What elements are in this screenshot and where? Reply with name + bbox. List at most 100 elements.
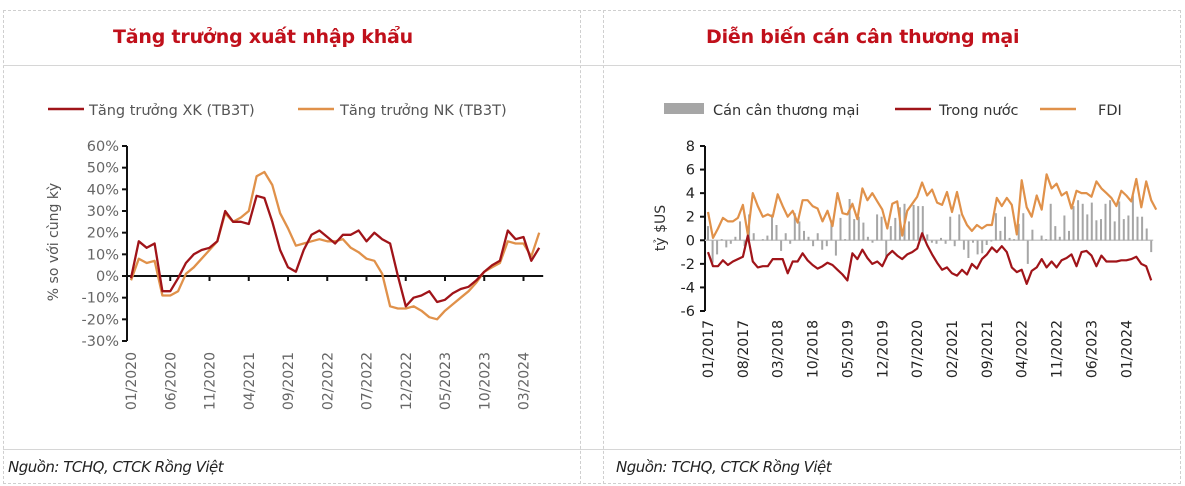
legend-balance-label: Cán cân thương mại bbox=[713, 103, 859, 119]
line-series bbox=[129, 170, 541, 321]
trade-balance-chart: Cán cân thương mại Trong nước FDI tỷ $US… bbox=[653, 103, 1158, 378]
right-y-tick-label: 0 bbox=[686, 233, 695, 249]
balance-bar bbox=[862, 222, 865, 241]
right-x-tick-label: 09/2021 bbox=[980, 320, 996, 378]
balance-bar bbox=[990, 240, 993, 242]
right-y-tick-label: -6 bbox=[681, 304, 695, 320]
balance-bar bbox=[912, 204, 915, 241]
right-x-tick-label: 01/2024 bbox=[1119, 320, 1135, 378]
balance-bar bbox=[985, 240, 988, 245]
balance-bar bbox=[876, 214, 879, 241]
right-x-tick-label: 08/2017 bbox=[736, 320, 752, 378]
balance-bar bbox=[962, 240, 965, 250]
balance-bar bbox=[839, 217, 842, 241]
balance-bar bbox=[766, 235, 769, 241]
balance-bar bbox=[789, 240, 792, 244]
right-x-tick-label: 04/2022 bbox=[1015, 320, 1031, 378]
balance-bar bbox=[981, 240, 984, 254]
balance-bar bbox=[1086, 214, 1089, 241]
balance-bar bbox=[921, 206, 924, 241]
balance-bar bbox=[1118, 201, 1121, 241]
left-x-tick-label: 11/2020 bbox=[203, 352, 219, 410]
balance-bar bbox=[967, 240, 970, 258]
right-chart-title: Diễn biến cán cân thương mại bbox=[706, 26, 1020, 48]
balance-bar bbox=[825, 240, 828, 247]
balance-bar bbox=[812, 240, 815, 247]
balance-bar bbox=[1145, 228, 1148, 241]
right-x-tick-label: 12/2019 bbox=[875, 320, 891, 378]
balance-bar bbox=[1008, 237, 1011, 241]
left-x-tick-label: 09/2021 bbox=[281, 352, 297, 410]
legend-fdi-label: FDI bbox=[1098, 103, 1122, 119]
balance-bar bbox=[775, 225, 778, 241]
right-x-tick-label: 01/2017 bbox=[701, 320, 717, 378]
balance-bar bbox=[821, 240, 824, 250]
balance-bar bbox=[1095, 220, 1098, 241]
balance-bar bbox=[1104, 203, 1107, 241]
balance-bar bbox=[1013, 239, 1016, 241]
left-x-tick-label: 06/2020 bbox=[163, 352, 179, 410]
source-row-divider bbox=[3, 449, 1181, 450]
right-y-tick-label: 6 bbox=[686, 163, 695, 179]
balance-bar bbox=[720, 239, 723, 241]
balance-bar bbox=[908, 221, 910, 241]
legend-xk-label: Tăng trưởng XK (TB3T) bbox=[88, 103, 255, 119]
balance-bar bbox=[771, 214, 773, 241]
balance-bar bbox=[958, 214, 961, 241]
balance-bar bbox=[711, 240, 714, 263]
balance-bar bbox=[940, 237, 942, 241]
balance-bar bbox=[926, 234, 929, 241]
balance-bar bbox=[752, 233, 755, 241]
balance-bar bbox=[1031, 229, 1034, 241]
right-x-tick-label: 11/2022 bbox=[1050, 320, 1066, 378]
balance-bar bbox=[743, 240, 746, 247]
right-y-tick-label: 8 bbox=[686, 139, 695, 155]
left-y-tick-label: 60% bbox=[87, 139, 119, 155]
balance-bar bbox=[976, 240, 979, 255]
balance-bar bbox=[866, 236, 869, 241]
right-plot-area bbox=[706, 173, 1158, 285]
balance-bar bbox=[807, 236, 810, 241]
balance-bar bbox=[1068, 230, 1070, 241]
legend-balance-swatch bbox=[664, 103, 704, 114]
right-legend: Cán cân thương mại Trong nước FDI bbox=[664, 103, 1122, 119]
balance-bar bbox=[953, 240, 956, 247]
right-y-tick-label: 2 bbox=[686, 210, 695, 226]
balance-bar bbox=[972, 240, 974, 243]
left-legend: Tăng trưởng XK (TB3T) Tăng trưởng NK (TB… bbox=[48, 103, 507, 119]
balance-bar bbox=[1049, 203, 1052, 241]
left-chart-title: Tăng trưởng xuất nhập khẩu bbox=[113, 26, 413, 48]
left-y-tick-label: 30% bbox=[87, 204, 119, 220]
balance-bar bbox=[935, 240, 938, 244]
left-plot-area bbox=[129, 170, 541, 321]
balance-bar bbox=[1131, 195, 1134, 241]
balance-bar bbox=[761, 239, 764, 241]
balance-bar bbox=[1045, 239, 1048, 241]
right-y-axis-title: tỷ $US bbox=[653, 205, 669, 251]
column-divider-left bbox=[580, 10, 581, 484]
left-y-axis-title: % so với cùng kỳ bbox=[46, 183, 62, 301]
balance-bar bbox=[1040, 235, 1043, 241]
left-y-tick-label: 40% bbox=[87, 182, 119, 198]
balance-bar bbox=[1077, 200, 1080, 241]
balance-bar bbox=[1122, 219, 1125, 241]
left-y-tick-label: 10% bbox=[87, 247, 119, 263]
balance-bar bbox=[1054, 226, 1057, 241]
right-x-tick-label: 05/2019 bbox=[840, 320, 856, 378]
balance-bar bbox=[949, 216, 952, 241]
left-x-tick-label: 07/2022 bbox=[360, 352, 376, 410]
balance-bar bbox=[848, 199, 851, 241]
balance-bar bbox=[739, 221, 741, 241]
left-x-tick-label: 03/2024 bbox=[517, 352, 533, 410]
balance-bar bbox=[917, 206, 920, 241]
right-x-tick-label: 10/2018 bbox=[806, 320, 822, 378]
right-x-tick-label: 07/2020 bbox=[910, 320, 926, 378]
balance-bar bbox=[1022, 213, 1025, 241]
balance-bar bbox=[1090, 202, 1093, 241]
left-x-tick-label: 01/2020 bbox=[124, 352, 140, 410]
right-chart-source: Nguồn: TCHQ, CTCK Rồng Việt bbox=[616, 458, 832, 476]
balance-bar bbox=[1109, 200, 1112, 241]
legend-nk-label: Tăng trưởng NK (TB3T) bbox=[339, 103, 507, 119]
right-y-tick-label: -2 bbox=[681, 257, 695, 273]
left-x-tick-label: 02/2022 bbox=[320, 352, 336, 410]
